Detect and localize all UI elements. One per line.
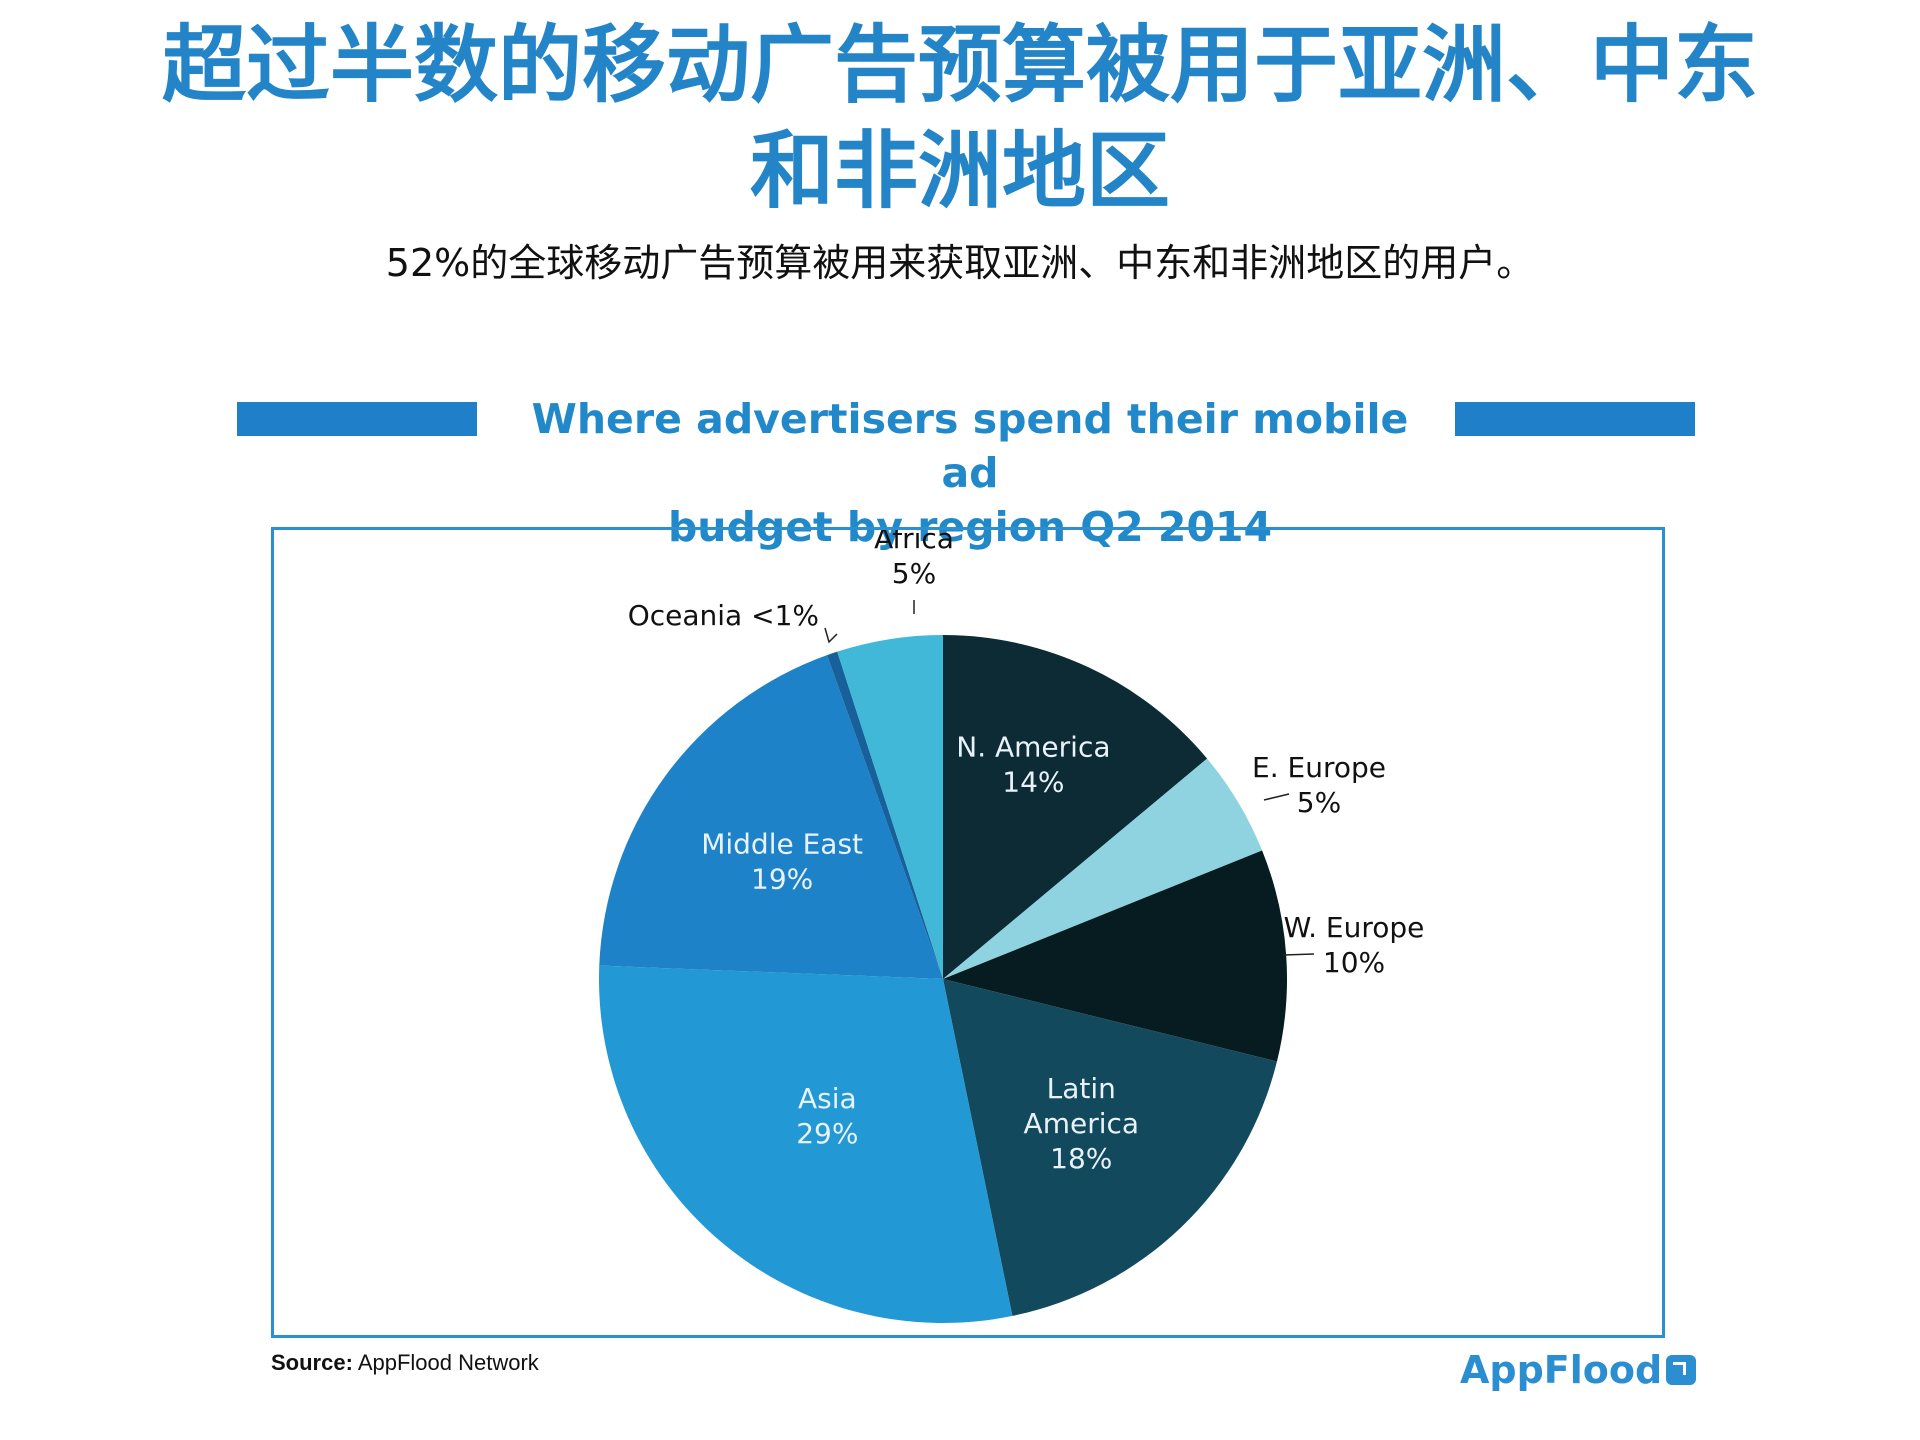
subheadline: 52%的全球移动广告预算被用来获取亚洲、中东和非洲地区的用户。	[385, 241, 1535, 285]
pie-label-africa: Africa 5%	[874, 530, 954, 590]
headline-line-2: 和非洲地区	[749, 122, 1170, 220]
pie-label-n-america: N. America 14%	[956, 730, 1110, 798]
pie-slice-africa	[837, 635, 943, 979]
chart-frame: N. America 14% E. Europe 5% W. Europe 10% Lati…	[271, 527, 1665, 1338]
source-label: Source:	[271, 1350, 353, 1375]
pie-label-w-europe: W. Europe 10%	[1284, 911, 1425, 979]
pie-slice-middle-east	[599, 655, 943, 979]
title-band-right	[1455, 402, 1695, 436]
pie-chart: N. America 14% E. Europe 5% W. Europe 10% Lati…	[598, 530, 1425, 1323]
logo-mark-icon	[1666, 1355, 1697, 1385]
leader-line-oceania	[824, 627, 838, 644]
pie-slice-latin-america	[943, 979, 1277, 1316]
logo-text: AppFlood	[1460, 1348, 1663, 1392]
chart-title-line-1: Where advertisers spend their mobile ad	[531, 395, 1409, 497]
headline: 超过半数的移动广告预算被用于亚洲、中东 和非洲地区	[0, 12, 1920, 224]
pie-slice-e-europe	[943, 758, 1263, 979]
headline-line-1: 超过半数的移动广告预算被用于亚洲、中东	[161, 16, 1758, 114]
pie-label-oceania: Oceania <1%	[628, 599, 819, 632]
pie-label-asia: Asia 29%	[796, 1082, 858, 1150]
leader-line-e-europe	[1263, 793, 1290, 801]
appflood-logo: AppFlood	[1460, 1345, 1697, 1395]
pie-slice-asia	[598, 965, 1013, 1323]
pie-slice-n-america	[943, 635, 1208, 979]
pie-slice-w-europe	[943, 850, 1287, 1062]
pie-slice-oceania	[827, 651, 943, 979]
source-note: Source: AppFlood Network	[271, 1350, 539, 1376]
source-text: AppFlood Network	[357, 1350, 539, 1375]
leader-line-w-europe	[1282, 953, 1315, 956]
pie-label-e-europe: E. Europe 5%	[1252, 751, 1386, 819]
pie-label-middle-east: Middle East 19%	[701, 827, 863, 895]
title-band-left	[237, 402, 477, 436]
pie-label-latin-america: Latin America 18%	[1024, 1072, 1140, 1175]
